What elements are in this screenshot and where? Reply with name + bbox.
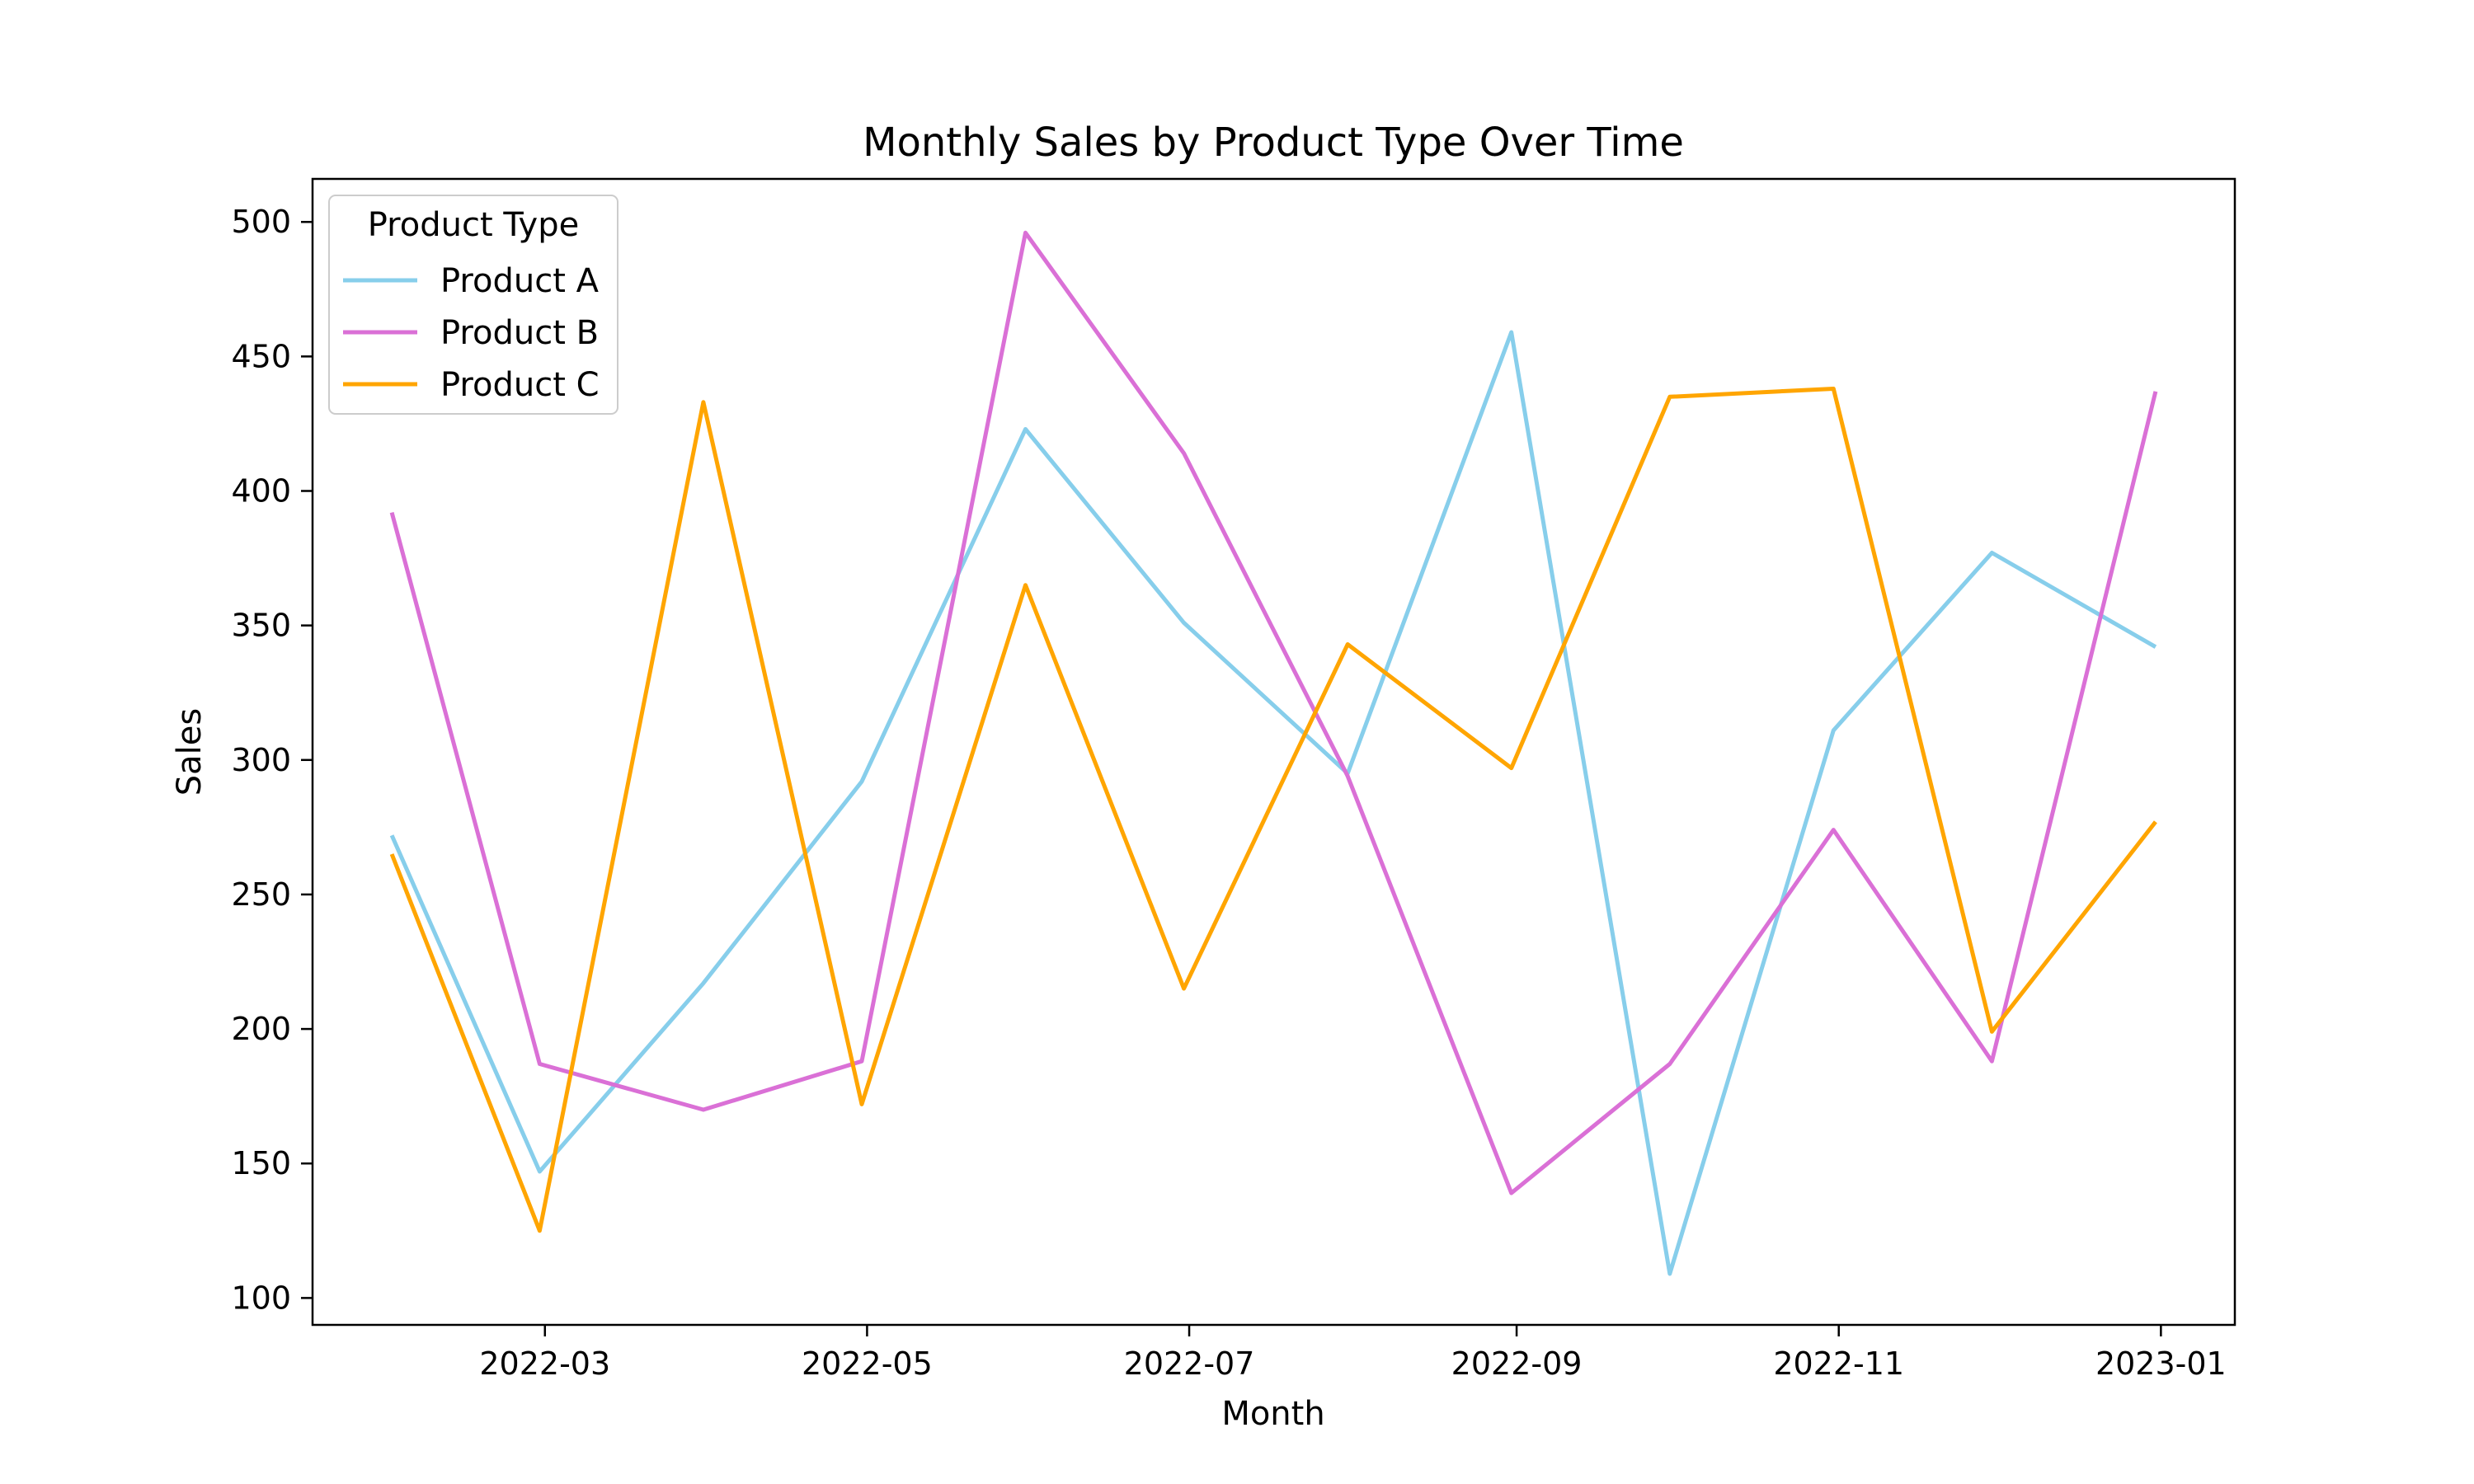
- series-line-3: [389, 387, 2157, 1233]
- x-tick-label: 2022-05: [802, 1345, 933, 1382]
- legend-label-1: Product A: [440, 262, 600, 300]
- y-tick-label: 250: [231, 876, 291, 913]
- y-tick-label: 100: [231, 1280, 291, 1316]
- legend-label-3: Product C: [440, 366, 600, 404]
- x-tick-label: 2022-09: [1451, 1345, 1583, 1382]
- legend-title: Product Type: [368, 206, 579, 244]
- y-tick-label: 200: [231, 1011, 291, 1047]
- series-lines: [389, 230, 2158, 1276]
- y-axis: 100 150 200 250 300 350 400 450 500: [231, 204, 313, 1316]
- y-axis-label: Sales: [171, 708, 209, 796]
- y-tick-label: 150: [231, 1145, 291, 1181]
- x-axis: 2022-03 2022-05 2022-07 2022-09 2022-11 2023-…: [479, 1325, 2227, 1382]
- y-tick-label: 300: [231, 742, 291, 778]
- legend-box: [328, 195, 618, 415]
- series-line-1: [389, 330, 2157, 1276]
- y-tick-label: 400: [231, 472, 291, 509]
- legend-label-2: Product B: [440, 314, 599, 352]
- y-tick-label: 450: [231, 338, 291, 374]
- y-tick-label: 350: [231, 608, 291, 644]
- chart-title: Monthly Sales by Product Type Over Time: [863, 120, 1684, 166]
- x-tick-label: 2022-03: [479, 1345, 610, 1382]
- y-tick-label: 500: [231, 204, 291, 240]
- x-tick-label: 2022-11: [1773, 1345, 1904, 1382]
- series-line-2: [389, 230, 2158, 1195]
- legend-entries: Product A Product B Product C: [343, 262, 600, 404]
- plot-area-frame: [311, 177, 2236, 1327]
- x-axis-label: Month: [1221, 1395, 1324, 1433]
- x-tick-label: 2023-01: [2095, 1345, 2227, 1382]
- legend: Product Type Product A Product B Product C: [328, 195, 618, 415]
- x-tick-label: 2022-07: [1124, 1345, 1255, 1382]
